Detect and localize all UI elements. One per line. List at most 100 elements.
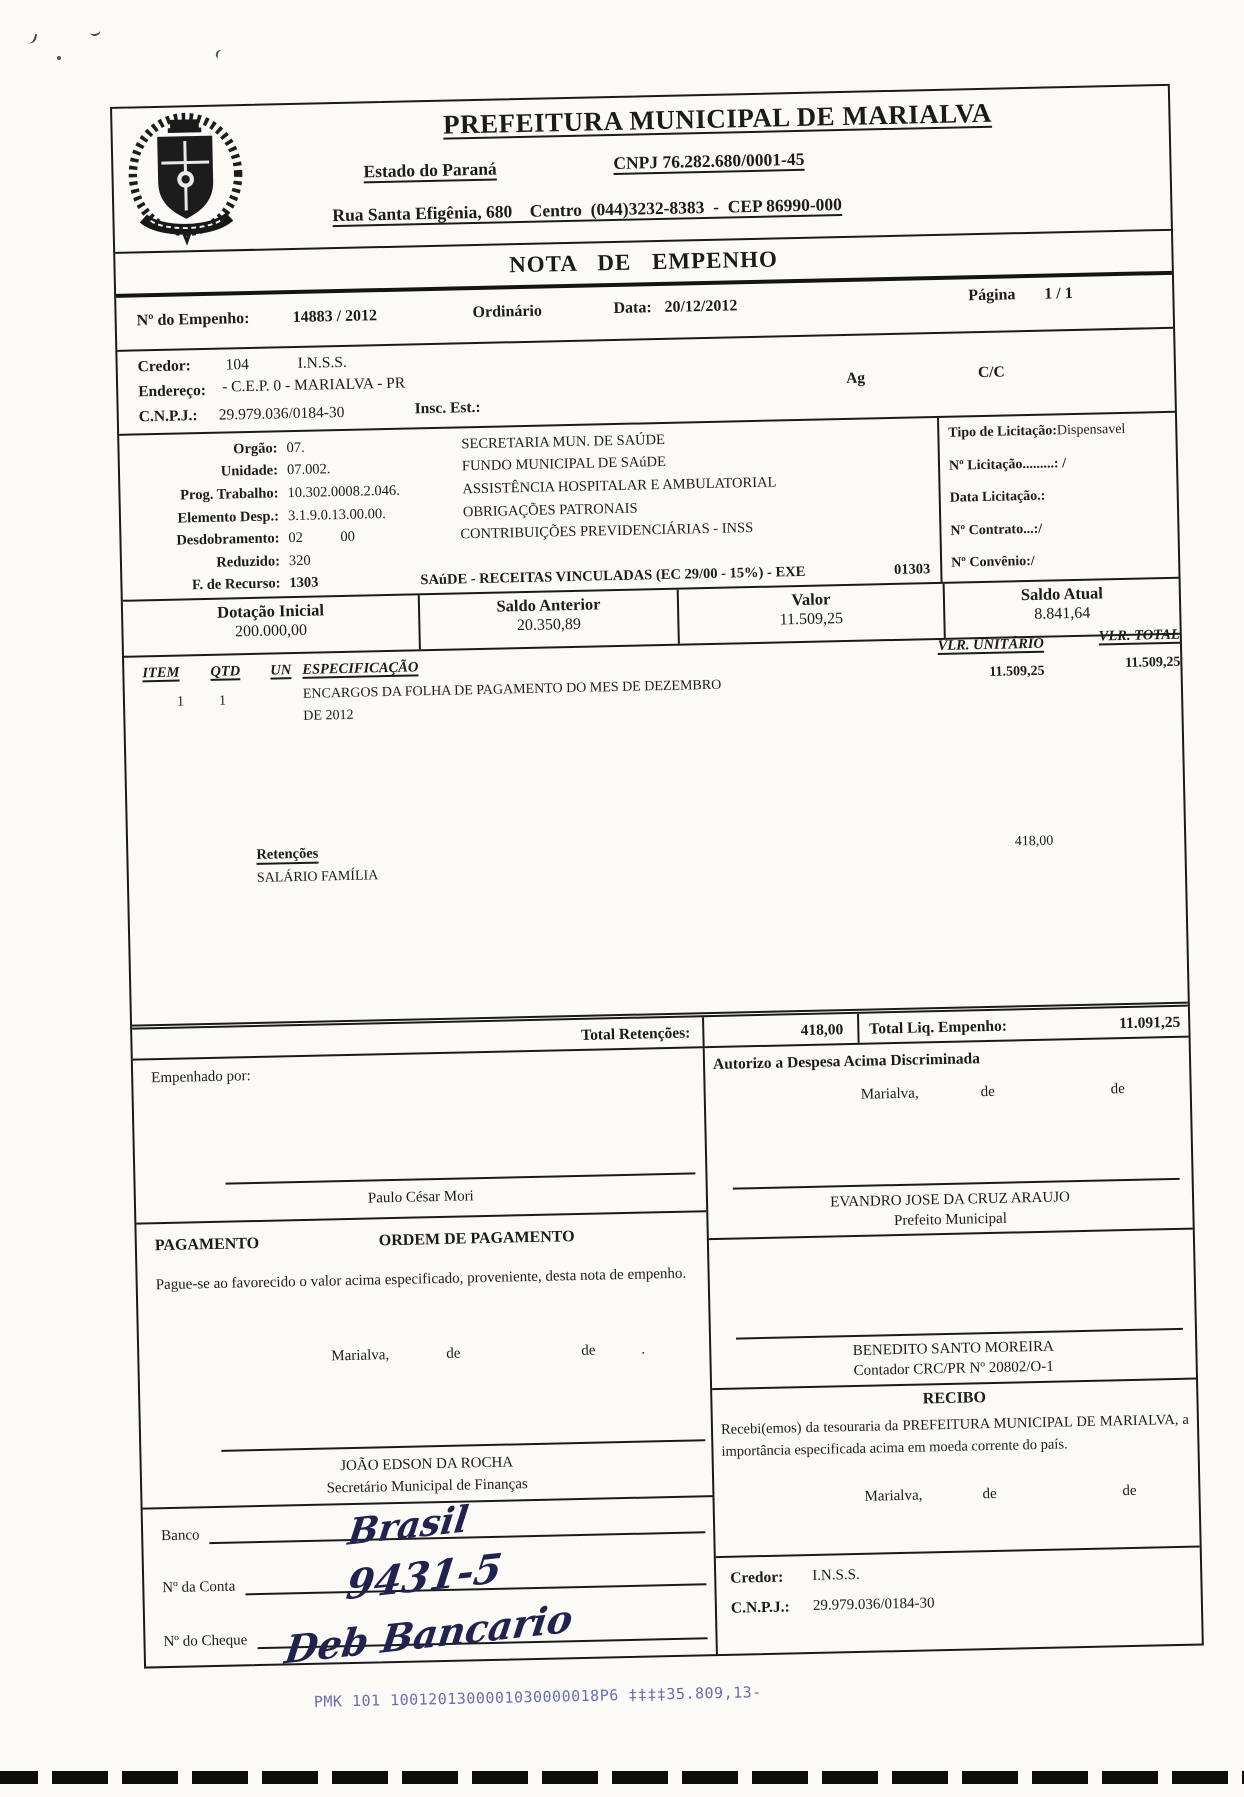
municipal-coat-of-arms-logo bbox=[124, 111, 247, 253]
account-row: Nº da Conta 9431-5 bbox=[162, 1544, 707, 1609]
col-header-qtd: QTD bbox=[210, 663, 241, 680]
account-fill-line: 9431-5 bbox=[245, 1544, 707, 1609]
total-liq-cell: Total Liq. Empenho: 11.091,25 bbox=[859, 1007, 1189, 1043]
ordem-pagamento-title: ORDEM DE PAGAMENTO bbox=[378, 1228, 575, 1250]
nota-de-empenho-form: PREFEITURA MUNICIPAL DE MARIALVA Estado … bbox=[110, 83, 1204, 1673]
licitacao-box: Tipo de Licitação:Dispensavel Nº Licitaç… bbox=[936, 412, 1179, 582]
items-section: ITEM QTD UN ESPECIFICAÇÃO VLR. UNITÁRIO … bbox=[124, 627, 1188, 1025]
dotacao-inicial-cell: Dotação Inicial 200.000,00 bbox=[122, 595, 421, 656]
autorizo-box: Autorizo a Despesa Acima Discriminada Ma… bbox=[704, 1037, 1193, 1241]
col-header-especificacao: ESPECIFICAÇÃO bbox=[302, 659, 419, 678]
empenhado-label: Empenhado por: bbox=[151, 1068, 251, 1087]
bank-details-box: Banco Brasil Nº da Conta 9431-5 bbox=[143, 1497, 716, 1673]
signature-line bbox=[221, 1439, 706, 1452]
col-header-un: UN bbox=[270, 662, 292, 679]
agency-label: Ag bbox=[845, 369, 866, 387]
creditor-address-label: Endereço: bbox=[138, 381, 207, 401]
scan-artifact bbox=[57, 56, 61, 60]
validator-machine-print: PMK 101 1001201300001030000018P6 ‡‡‡‡35.… bbox=[313, 1683, 762, 1711]
state-registration-label: Insc. Est.: bbox=[414, 398, 481, 418]
org-address-line: Rua Santa Efigênia, 680 Centro (044)3232… bbox=[332, 194, 843, 226]
bank-label: Banco bbox=[161, 1527, 200, 1545]
empenho-number-label: Nº do Empenho: bbox=[136, 309, 250, 330]
bank-row: Banco Brasil bbox=[161, 1498, 706, 1554]
pagamento-box: PAGAMENTO ORDEM DE PAGAMENTO Pague-se ao… bbox=[136, 1212, 713, 1510]
valor-cell: Valor 11.509,25 bbox=[678, 583, 946, 644]
handwritten-cheque: Deb Bancario bbox=[282, 1595, 576, 1673]
item-number: 1 bbox=[176, 694, 185, 710]
de-word: de bbox=[1122, 1482, 1137, 1500]
empenhado-signer-name: Paulo César Mori bbox=[367, 1188, 474, 1207]
item-description: ENCARGOS DA FOLHA DE PAGAMENTO DO MES DE… bbox=[302, 677, 722, 725]
recibo-credor-value: I.N.S.S. bbox=[812, 1566, 860, 1584]
page-number-label: Página bbox=[968, 286, 1016, 305]
cheque-number-label: Nº do Cheque bbox=[163, 1632, 248, 1651]
org-state-line: Estado do Paraná bbox=[363, 158, 497, 182]
empenho-date-label: Data: bbox=[613, 299, 652, 318]
creditor-address-value: - C.E.P. 0 - MARIALVA - PR bbox=[221, 374, 406, 396]
autorizo-title: Autorizo a Despesa Acima Discriminada bbox=[712, 1050, 981, 1074]
retencao-name: SALÁRIO FAMÍLIA bbox=[256, 868, 379, 886]
saldo-anterior-cell: Saldo Anterior 20.350,89 bbox=[419, 589, 680, 650]
retencao-value: 418,00 bbox=[1014, 833, 1054, 850]
col-header-vlr-unitario: VLR. UNITÁRIO bbox=[937, 635, 1045, 655]
recibo-cnpj-value: 29.979.036/0184-30 bbox=[812, 1595, 935, 1614]
licitacao-convenio: Nº Convênio:/ bbox=[951, 553, 1035, 571]
item-qty: 1 bbox=[218, 693, 227, 709]
signatures-section: Empenhado por: Paulo César Mori PAGAMENT… bbox=[132, 1037, 1202, 1673]
recibo-credor-label: Credor: bbox=[730, 1568, 784, 1587]
licitacao-numero: Nº Licitação.........: / bbox=[948, 455, 1067, 474]
dot: . bbox=[641, 1341, 646, 1358]
org-cnpj-line: CNPJ 76.282.680/0001-45 bbox=[613, 148, 805, 173]
budget-rows: Orgão: 07. SECRETARIA MUN. DE SAÚDE Unid… bbox=[119, 418, 940, 600]
creditor-name: I.N.S.S. bbox=[297, 353, 347, 372]
recibo-text: Recebi(emos) da tesouraria da PREFEITURA… bbox=[720, 1411, 1190, 1460]
account-number-label: Nº da Conta bbox=[162, 1578, 236, 1597]
item-unit-value: 11.509,25 bbox=[989, 663, 1045, 680]
handwritten-account: 9431-5 bbox=[343, 1544, 506, 1610]
creditor-code: 104 bbox=[225, 355, 250, 374]
org-title: PREFEITURA MUNICIPAL DE MARIALVA bbox=[442, 97, 993, 140]
retencoes-label: Retenções bbox=[256, 845, 319, 863]
header-section: PREFEITURA MUNICIPAL DE MARIALVA Estado … bbox=[112, 85, 1171, 254]
col-header-item: ITEM bbox=[142, 664, 180, 682]
creditor-cnpj-value: 29.979.036/0184-30 bbox=[218, 403, 345, 424]
recibo-cnpj-label: C.N.P.J.: bbox=[730, 1598, 790, 1617]
empenho-date-value: 20/12/2012 bbox=[664, 297, 738, 316]
empenhado-box: Empenhado por: Paulo César Mori bbox=[132, 1048, 707, 1225]
page-number-value: 1 / 1 bbox=[1044, 284, 1073, 303]
left-signature-column: Empenhado por: Paulo César Mori PAGAMENT… bbox=[132, 1048, 718, 1673]
contador-box: BENEDITO SANTO MOREIRA Contador CRC/PR N… bbox=[708, 1229, 1197, 1391]
empenho-number-value: 14883 / 2012 bbox=[292, 307, 378, 327]
licitacao-tipo: Tipo de Licitação:Dispensavel bbox=[948, 421, 1126, 441]
recibo-credor-box: Credor: I.N.S.S. C.N.P.J.: 29.979.036/01… bbox=[716, 1548, 1202, 1654]
cheque-fill-line: Deb Bancario bbox=[257, 1595, 708, 1673]
doc-title: NOTA DE EMPENHO bbox=[508, 246, 779, 278]
cheque-row: Nº do Cheque Deb Bancario bbox=[163, 1595, 708, 1673]
total-liq-value: 11.091,25 bbox=[1118, 1013, 1181, 1033]
scan-edge-strip bbox=[0, 1771, 1244, 1784]
de-word: de bbox=[446, 1345, 461, 1362]
place-line: Marialva, bbox=[860, 1085, 919, 1103]
creditor-cnpj-label: C.N.P.J.: bbox=[138, 407, 198, 426]
licitacao-data: Data Licitação.: bbox=[949, 488, 1046, 506]
recibo-box: RECIBO Recebi(emos) da tesouraria da PRE… bbox=[712, 1379, 1200, 1559]
de-word: de bbox=[581, 1342, 596, 1359]
col-header-vlr-total: VLR. TOTAL bbox=[1098, 626, 1180, 645]
bank-fill-line: Brasil bbox=[209, 1498, 706, 1554]
recibo-title: RECIBO bbox=[922, 1389, 987, 1408]
pagamento-title: PAGAMENTO bbox=[154, 1234, 260, 1255]
total-retencoes-value: 418,00 bbox=[704, 1013, 860, 1047]
budget-classification-section: Orgão: 07. SECRETARIA MUN. DE SAÚDE Unid… bbox=[119, 412, 1179, 602]
de-word: de bbox=[1110, 1081, 1126, 1098]
empenho-type: Ordinário bbox=[472, 302, 543, 322]
account-label: C/C bbox=[977, 363, 1005, 382]
place-line: Marialva, bbox=[331, 1347, 390, 1365]
de-word: de bbox=[982, 1485, 997, 1503]
place-line: Marialva, bbox=[864, 1487, 923, 1505]
signature-line bbox=[225, 1172, 696, 1185]
licitacao-contrato: Nº Contrato...:/ bbox=[950, 521, 1043, 539]
right-signature-column: Autorizo a Despesa Acima Discriminada Ma… bbox=[704, 1037, 1202, 1656]
handwritten-bank: Brasil bbox=[345, 1497, 472, 1554]
pague-se-text: Pague-se ao favorecido o valor acima esp… bbox=[155, 1265, 687, 1294]
